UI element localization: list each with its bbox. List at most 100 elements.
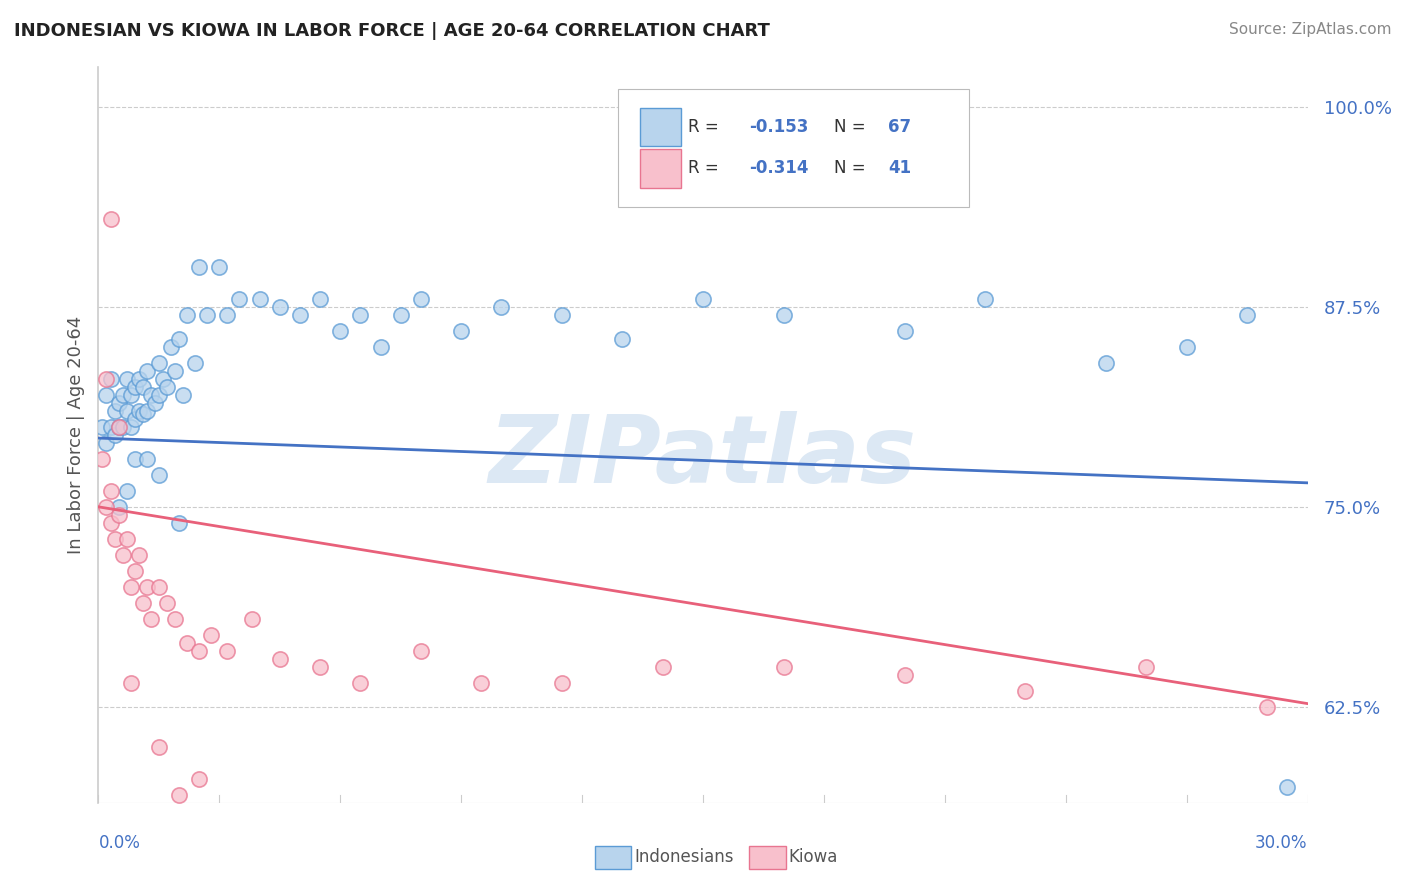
Point [107, 420, 129, 434]
Point [115, 404, 138, 418]
Point [139, 388, 162, 402]
Text: Kiowa: Kiowa [789, 848, 838, 866]
Point [208, 260, 231, 274]
Point [1175, 340, 1198, 354]
Point [91, 451, 114, 466]
Point [148, 388, 170, 402]
Point [124, 412, 146, 426]
Point [1135, 660, 1157, 674]
Point [96, 372, 118, 386]
Point [389, 308, 412, 322]
Point [156, 380, 179, 394]
Point [100, 516, 122, 530]
Point [370, 340, 392, 354]
Text: -0.153: -0.153 [749, 119, 808, 136]
Point [124, 451, 146, 466]
Point [188, 644, 211, 658]
Point [120, 580, 142, 594]
Point [91, 420, 114, 434]
Point [167, 332, 190, 346]
Point [176, 636, 198, 650]
Point [409, 292, 432, 306]
Text: R =: R = [689, 160, 724, 178]
Point [124, 564, 146, 578]
Point [974, 292, 997, 306]
Text: R =: R = [689, 119, 724, 136]
Point [163, 612, 186, 626]
Point [269, 300, 291, 314]
Point [551, 675, 574, 690]
Point [1236, 308, 1258, 322]
Text: -0.314: -0.314 [749, 160, 808, 178]
Point [309, 660, 332, 674]
Text: ZIPatlas: ZIPatlas [489, 411, 917, 503]
Point [148, 739, 170, 754]
Point [349, 308, 371, 322]
Point [107, 420, 129, 434]
Point [111, 420, 134, 434]
Point [288, 308, 311, 322]
Point [103, 404, 125, 418]
Point [409, 644, 432, 658]
Point [128, 404, 150, 418]
Point [160, 340, 183, 354]
Y-axis label: In Labor Force | Age 20-64: In Labor Force | Age 20-64 [66, 316, 84, 554]
Point [188, 772, 211, 786]
FancyBboxPatch shape [640, 108, 682, 146]
Point [152, 372, 174, 386]
Point [128, 372, 150, 386]
Point [135, 580, 157, 594]
Point [96, 435, 118, 450]
Point [195, 308, 218, 322]
Point [1277, 780, 1299, 794]
Point [692, 292, 714, 306]
Point [120, 420, 142, 434]
Point [240, 612, 263, 626]
Point [163, 364, 186, 378]
Point [132, 380, 155, 394]
Point [135, 404, 157, 418]
Point [188, 260, 211, 274]
Point [103, 532, 125, 546]
Text: 30.0%: 30.0% [1256, 834, 1308, 852]
Point [772, 660, 794, 674]
Text: Indonesians: Indonesians [634, 848, 734, 866]
Point [1095, 356, 1118, 370]
Point [107, 396, 129, 410]
Point [612, 332, 634, 346]
Text: 0.0%: 0.0% [98, 834, 141, 852]
Point [120, 388, 142, 402]
Point [148, 580, 170, 594]
Point [772, 308, 794, 322]
Point [132, 596, 155, 610]
Point [107, 500, 129, 514]
Point [893, 668, 915, 682]
Point [172, 388, 194, 402]
Point [200, 628, 222, 642]
Text: Source: ZipAtlas.com: Source: ZipAtlas.com [1229, 22, 1392, 37]
Point [167, 788, 190, 802]
Point [100, 372, 122, 386]
Point [135, 364, 157, 378]
Point [491, 300, 513, 314]
Point [156, 596, 179, 610]
Point [184, 356, 207, 370]
Point [96, 500, 118, 514]
Point [651, 660, 673, 674]
Point [329, 324, 352, 338]
Point [132, 407, 155, 421]
Point [309, 292, 332, 306]
Point [269, 652, 291, 666]
Point [111, 548, 134, 562]
Point [893, 324, 915, 338]
Point [148, 467, 170, 482]
Point [115, 532, 138, 546]
Point [148, 356, 170, 370]
Point [103, 427, 125, 442]
FancyBboxPatch shape [619, 89, 969, 207]
Point [135, 451, 157, 466]
Point [111, 388, 134, 402]
Point [100, 420, 122, 434]
Point [176, 308, 198, 322]
Point [128, 548, 150, 562]
